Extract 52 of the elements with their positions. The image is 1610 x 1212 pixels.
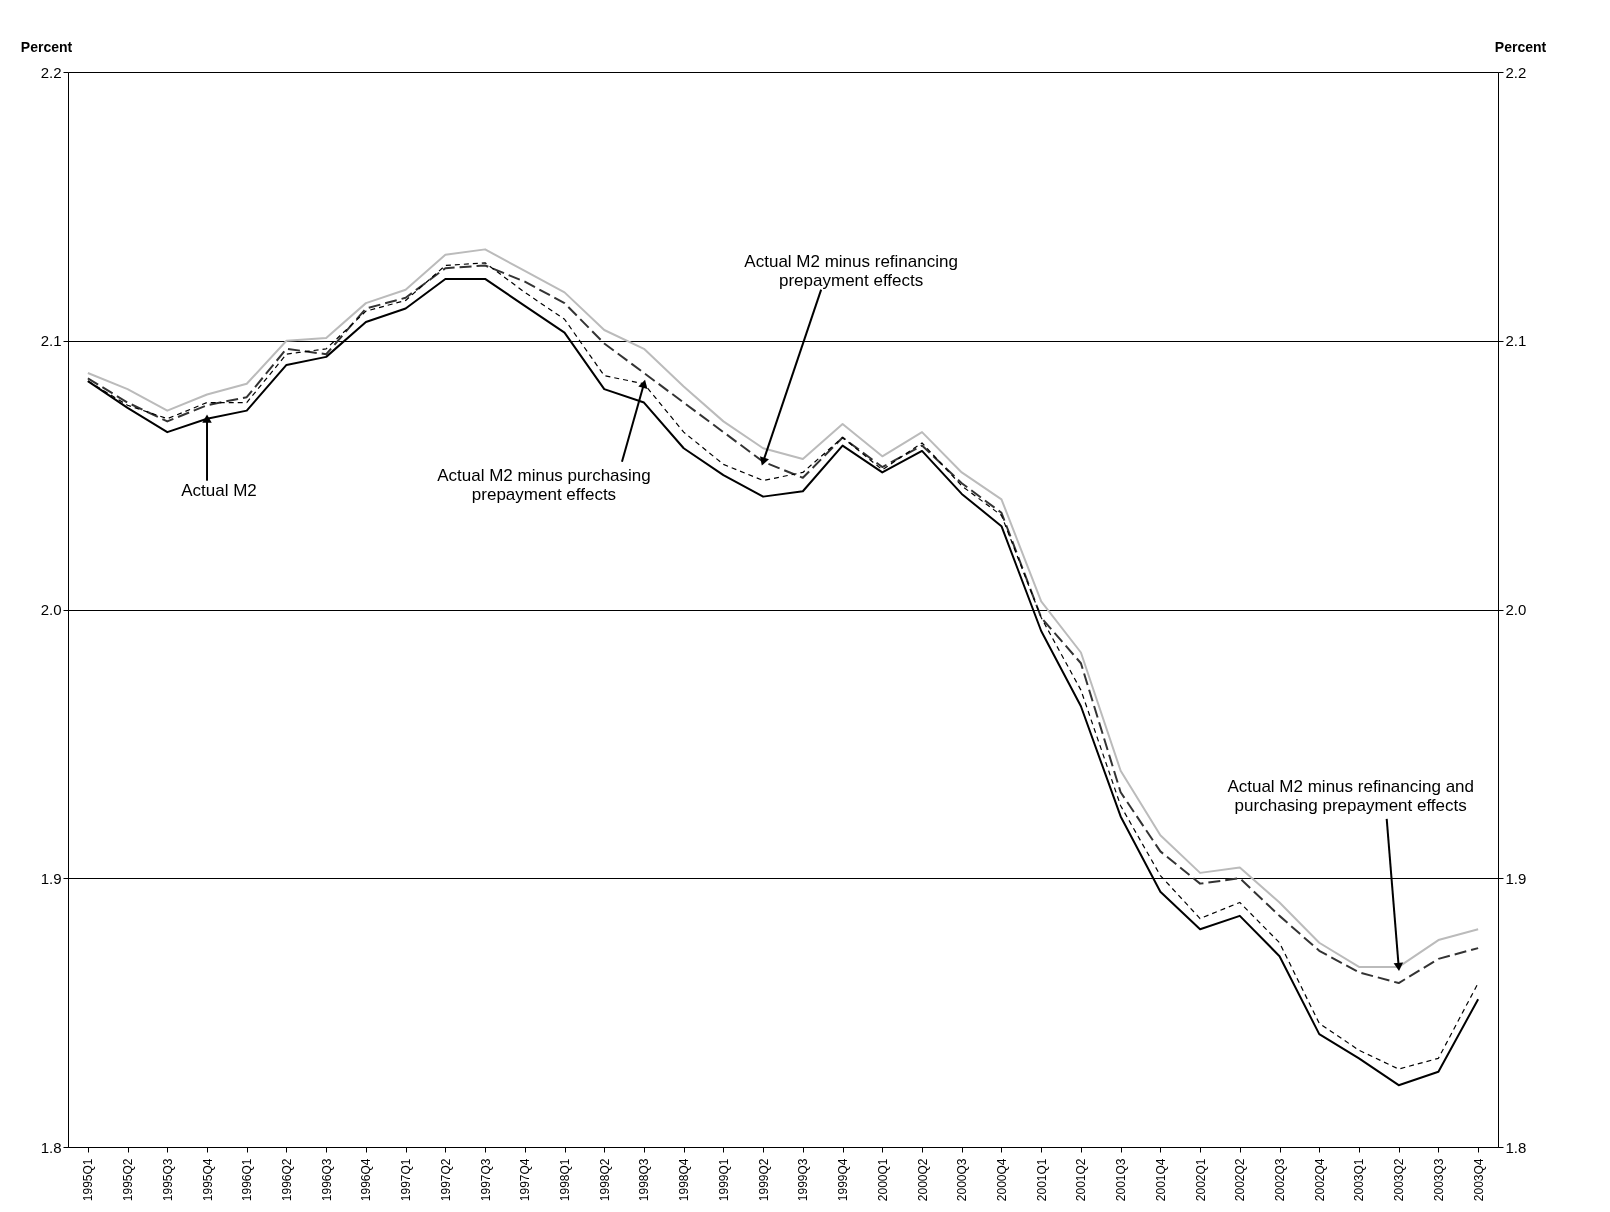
- x-tick-label: 1998Q4: [677, 1158, 692, 1202]
- x-tick-label: 1997Q4: [518, 1158, 533, 1202]
- x-tick-label: 1997Q2: [438, 1158, 453, 1202]
- x-tick-label: 1995Q4: [200, 1158, 215, 1202]
- x-tick-label: 2000Q2: [915, 1158, 930, 1202]
- x-tick-label: 1995Q2: [121, 1158, 136, 1202]
- x-tick-label: 2003Q3: [1431, 1158, 1446, 1202]
- x-tick-label: 2003Q1: [1352, 1158, 1367, 1202]
- x-tick-label: 1997Q3: [478, 1158, 493, 1202]
- x-tick-label: 2001Q2: [1074, 1158, 1089, 1202]
- x-tick-label: 2001Q3: [1114, 1158, 1129, 1202]
- y-tick-label: 2.2: [40, 63, 62, 81]
- x-tick-label: 1996Q2: [279, 1158, 294, 1202]
- y2-tick-label: 1.8: [1505, 1138, 1527, 1156]
- x-tick-label: 2002Q2: [1233, 1158, 1248, 1202]
- x-tick-label: 1999Q2: [756, 1158, 771, 1202]
- x-tick-label: 1999Q3: [796, 1158, 811, 1202]
- y-tick-label: 2.0: [40, 601, 62, 618]
- x-tick-label: 2003Q2: [1392, 1158, 1407, 1202]
- x-tick-label: 1996Q1: [240, 1158, 255, 1202]
- y-tick-label: 1.9: [40, 869, 62, 887]
- y-tick-label: 1.8: [40, 1138, 62, 1156]
- x-tick-label: 1995Q3: [160, 1158, 175, 1202]
- x-tick-label: 2003Q4: [1471, 1158, 1486, 1202]
- annotation: Actual M2 minus refinancing and purchasing prepayment effects: [1227, 776, 1475, 815]
- y2-axis-title: Percent: [1494, 38, 1547, 55]
- y2-tick-label: 1.9: [1505, 869, 1527, 887]
- y2-tick-label: 2.2: [1505, 63, 1527, 81]
- x-tick-label: 2002Q1: [1193, 1158, 1208, 1202]
- x-tick-label: 2001Q1: [1034, 1158, 1049, 1202]
- y2-tick-label: 2.1: [1505, 332, 1527, 350]
- x-tick-label: 2002Q3: [1273, 1158, 1288, 1202]
- y-tick-label: 2.1: [40, 332, 62, 350]
- y2-tick-label: 2.0: [1505, 601, 1527, 618]
- x-tick-label: 2000Q1: [875, 1158, 890, 1202]
- x-tick-label: 1998Q3: [637, 1158, 652, 1202]
- x-tick-label: 2000Q3: [955, 1158, 970, 1202]
- x-tick-label: 1999Q1: [716, 1158, 731, 1202]
- annotation: Actual M2 minus purchasing prepayment effects: [437, 465, 651, 504]
- annotation: Actual M2: [181, 480, 257, 500]
- x-tick-label: 1998Q1: [558, 1158, 573, 1202]
- y-axis-title: Percent: [20, 38, 73, 55]
- x-tick-label: 1996Q4: [359, 1158, 374, 1202]
- x-tick-label: 2001Q4: [1153, 1158, 1168, 1202]
- x-tick-label: 2000Q4: [994, 1158, 1009, 1202]
- x-tick-label: 1995Q1: [81, 1158, 96, 1202]
- annotation: Actual M2 minus refinancing prepayment effects: [744, 251, 958, 290]
- x-tick-label: 1997Q1: [399, 1158, 414, 1202]
- x-tick-label: 2002Q4: [1312, 1158, 1327, 1202]
- x-tick-label: 1999Q4: [836, 1158, 851, 1202]
- x-tick-label: 1998Q2: [597, 1158, 612, 1202]
- x-tick-label: 1996Q3: [319, 1158, 334, 1202]
